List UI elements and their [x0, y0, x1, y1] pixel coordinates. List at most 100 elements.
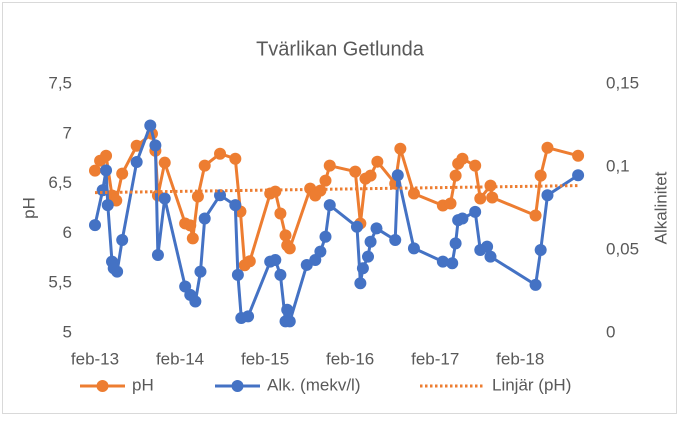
- y2-tick-label: 0: [606, 322, 615, 341]
- data-point: [541, 189, 554, 202]
- trend-line: [94, 184, 579, 195]
- data-point: [319, 230, 332, 243]
- data-point: [191, 190, 204, 203]
- legend-label: pH: [132, 375, 154, 394]
- data-point: [394, 142, 407, 155]
- data-point: [198, 159, 211, 172]
- data-point: [444, 197, 457, 210]
- data-point: [89, 164, 101, 177]
- data-point: [111, 265, 124, 278]
- x-tick-label: feb-18: [496, 349, 544, 368]
- data-point: [269, 253, 282, 266]
- data-point: [269, 185, 282, 198]
- x-tick-label: feb-15: [241, 349, 289, 368]
- data-point: [198, 212, 211, 225]
- data-point: [116, 167, 129, 180]
- data-point: [534, 244, 547, 256]
- data-point: [229, 199, 242, 212]
- y-tick-label: 6,5: [48, 173, 72, 192]
- data-point: [356, 262, 369, 275]
- data-point: [100, 149, 113, 162]
- y-axis-label: pH: [19, 197, 38, 219]
- data-point: [364, 169, 377, 182]
- data-point: [391, 169, 404, 182]
- data-point: [96, 184, 109, 197]
- data-point: [469, 159, 482, 172]
- data-point: [469, 205, 482, 218]
- data-point: [189, 295, 202, 308]
- data-point: [151, 248, 164, 261]
- data-point: [149, 139, 162, 152]
- data-point: [274, 268, 287, 281]
- data-point: [116, 234, 129, 247]
- data-point: [354, 277, 367, 290]
- data-point: [243, 255, 256, 268]
- data-point: [456, 152, 469, 165]
- data-point: [407, 187, 420, 200]
- data-point: [529, 278, 542, 291]
- data-point: [436, 255, 449, 268]
- data-point: [274, 207, 287, 220]
- y-tick-label: 6: [63, 223, 72, 242]
- y-tick-label: 5: [63, 322, 72, 341]
- legend-marker: [96, 380, 109, 392]
- data-point: [534, 169, 547, 182]
- y2-tick-label: 0,15: [606, 73, 639, 92]
- data-point: [323, 199, 336, 212]
- data-point: [184, 219, 197, 232]
- data-point: [130, 156, 143, 169]
- data-point: [279, 229, 292, 242]
- data-point: [486, 191, 499, 204]
- y-tick-label: 7,5: [48, 73, 72, 92]
- data-point: [389, 234, 402, 247]
- data-point: [449, 237, 462, 250]
- data-point: [314, 245, 327, 258]
- data-point: [229, 152, 242, 165]
- data-point: [214, 147, 227, 160]
- x-tick-label: feb-14: [156, 349, 204, 368]
- x-tick-label: feb-13: [71, 349, 119, 368]
- x-tick-label: feb-16: [326, 349, 374, 368]
- data-point: [364, 235, 377, 248]
- data-point: [283, 315, 296, 328]
- data-point: [89, 219, 101, 232]
- data-point: [484, 250, 497, 263]
- data-point: [130, 139, 143, 152]
- chart-title: Tvärlikan Getlunda: [256, 38, 425, 60]
- y-tick-label: 5,5: [48, 273, 72, 292]
- data-point: [101, 199, 114, 212]
- y2-tick-label: 0,1: [606, 156, 630, 175]
- data-point: [281, 303, 294, 316]
- data-point: [350, 220, 363, 233]
- data-point: [407, 242, 420, 255]
- legend-marker: [231, 380, 244, 392]
- chart-frame: [2, 2, 677, 414]
- data-point: [283, 242, 296, 255]
- data-point: [541, 141, 554, 154]
- data-point: [349, 165, 362, 178]
- data-point: [186, 232, 199, 245]
- y-tick-label: 7: [63, 123, 72, 142]
- data-point: [100, 164, 113, 177]
- data-point: [144, 119, 157, 132]
- legend-label: Linjär (pH): [492, 375, 571, 394]
- data-point: [456, 212, 469, 225]
- data-point: [231, 268, 244, 281]
- data-point: [194, 265, 207, 278]
- data-point: [449, 169, 462, 182]
- data-point: [319, 174, 332, 187]
- data-point: [158, 192, 171, 205]
- data-point: [158, 156, 171, 169]
- y2-tick-label: 0,05: [606, 239, 639, 258]
- data-point: [242, 310, 255, 323]
- data-point: [572, 149, 585, 162]
- data-point: [481, 240, 494, 253]
- data-point: [370, 222, 383, 235]
- legend-label: Alk. (mekv/l): [267, 375, 361, 394]
- data-point: [371, 155, 384, 168]
- data-point: [572, 169, 585, 182]
- y2-axis-label: Alkalinitet: [651, 171, 670, 244]
- data-point: [529, 209, 542, 222]
- data-point: [474, 192, 487, 205]
